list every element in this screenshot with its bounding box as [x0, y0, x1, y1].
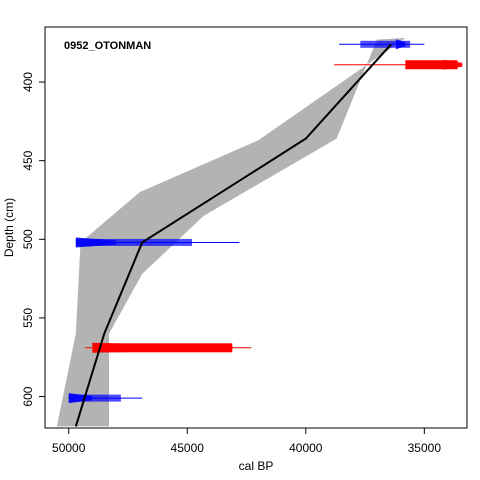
x-axis-label: cal BP	[239, 459, 274, 473]
x-axis: 50000 45000 40000 35000	[52, 428, 441, 455]
date-core-bar	[68, 394, 121, 402]
y-tick-label: 600	[21, 386, 35, 406]
date-layer	[68, 39, 463, 404]
envelope-layer	[56, 38, 406, 427]
date-marker-5	[68, 393, 143, 404]
y-axis-label: Depth (cm)	[2, 198, 16, 257]
date-marker-4	[85, 342, 252, 353]
date-core-bar	[360, 40, 411, 48]
date-probability-peak	[92, 342, 233, 353]
median-age-line	[74, 43, 392, 427]
date-marker-2	[334, 59, 463, 70]
median-layer	[74, 43, 392, 427]
x-tick-label: 45000	[171, 441, 205, 455]
x-tick-label: 40000	[289, 441, 323, 455]
uncertainty-envelope	[56, 38, 406, 427]
date-probability-peak	[395, 39, 406, 50]
date-probability-peak	[75, 237, 117, 248]
date-core-bar	[405, 60, 458, 70]
date-core-bar	[75, 238, 192, 246]
x-tick-label: 35000	[408, 441, 442, 455]
y-tick-label: 550	[21, 308, 35, 328]
date-marker-1	[338, 39, 425, 50]
plot-frame	[44, 26, 468, 429]
date-probability-peak	[68, 393, 93, 404]
y-axis: 400 450 500 550 600	[21, 72, 45, 407]
y-tick-label: 500	[21, 229, 35, 249]
x-tick-label: 50000	[52, 441, 86, 455]
y-tick-label: 450	[21, 150, 35, 170]
date-marker-3	[75, 237, 240, 248]
date-probability-peak	[443, 59, 463, 70]
y-tick-label: 400	[21, 72, 35, 92]
chart-title: 0952_OTONMAN	[64, 40, 151, 52]
